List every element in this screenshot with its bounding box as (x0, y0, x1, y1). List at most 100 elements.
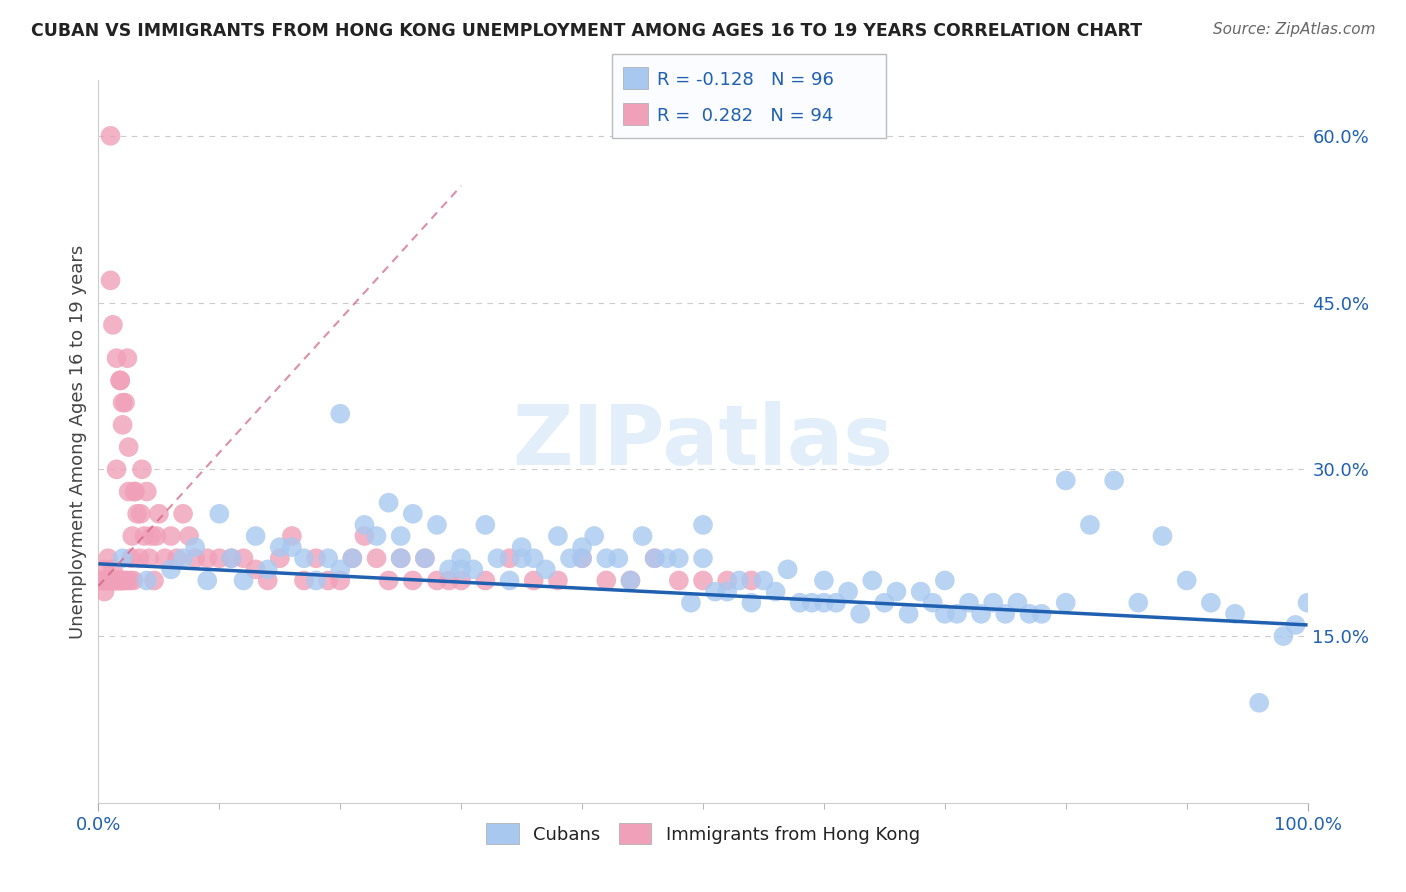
Point (498, 551, 520, 566)
Point (160, 529, 183, 543)
Point (860, 574, 883, 588)
Point (1007, 596, 1029, 610)
Point (366, 551, 388, 566)
Point (110, 574, 132, 588)
Point (105, 574, 128, 588)
Point (813, 574, 835, 588)
Legend: Cubans, Immigrants from Hong Kong: Cubans, Immigrants from Hong Kong (479, 816, 927, 852)
Point (1102, 474, 1125, 488)
Point (104, 574, 127, 588)
Point (910, 584, 932, 599)
Point (256, 574, 278, 588)
Point (329, 562, 352, 576)
Point (138, 551, 160, 566)
Point (153, 551, 176, 566)
Point (135, 484, 157, 499)
Point (122, 574, 145, 588)
Point (994, 607, 1017, 621)
Point (111, 551, 134, 566)
Point (232, 551, 254, 566)
Point (281, 540, 304, 554)
Point (450, 574, 472, 588)
Point (97, 574, 120, 588)
Point (776, 562, 799, 576)
Point (498, 574, 520, 588)
Point (595, 551, 617, 566)
Point (1152, 529, 1174, 543)
Point (668, 551, 690, 566)
Point (644, 551, 666, 566)
Point (135, 574, 157, 588)
Point (523, 551, 546, 566)
Point (510, 551, 533, 566)
Point (1199, 596, 1222, 610)
Point (607, 551, 630, 566)
Point (957, 596, 980, 610)
Point (93, 562, 115, 576)
Point (305, 574, 328, 588)
Point (145, 529, 167, 543)
Point (873, 596, 896, 610)
Point (740, 574, 762, 588)
Text: R = -0.128   N = 96: R = -0.128 N = 96 (657, 71, 834, 89)
Point (934, 607, 956, 621)
Point (111, 395, 134, 409)
Point (765, 584, 787, 599)
Text: CUBAN VS IMMIGRANTS FROM HONG KONG UNEMPLOYMENT AMONG AGES 16 TO 19 YEARS CORREL: CUBAN VS IMMIGRANTS FROM HONG KONG UNEMP… (31, 22, 1142, 40)
Point (595, 574, 617, 588)
Point (121, 529, 143, 543)
Point (141, 529, 163, 543)
Point (921, 596, 943, 610)
Point (342, 551, 364, 566)
Point (571, 551, 593, 566)
Point (366, 529, 388, 543)
Point (353, 529, 375, 543)
Point (437, 562, 460, 576)
Point (1054, 596, 1077, 610)
Point (534, 562, 557, 576)
Point (1284, 618, 1306, 632)
Point (825, 596, 848, 610)
Point (166, 551, 188, 566)
Point (377, 574, 399, 588)
Point (571, 551, 593, 566)
Point (402, 574, 425, 588)
Point (474, 574, 496, 588)
Point (127, 507, 149, 521)
Point (837, 584, 859, 599)
Point (813, 596, 835, 610)
Point (692, 517, 714, 532)
Point (134, 529, 156, 543)
Point (108, 574, 131, 588)
Point (195, 551, 218, 566)
Point (437, 574, 460, 588)
Point (692, 551, 714, 566)
Point (292, 551, 315, 566)
Point (103, 574, 125, 588)
Point (118, 484, 141, 499)
Point (124, 484, 146, 499)
Point (413, 551, 436, 566)
Point (934, 574, 956, 588)
Point (450, 551, 472, 566)
Point (353, 517, 375, 532)
Point (131, 462, 153, 476)
Point (256, 562, 278, 576)
Point (111, 417, 134, 432)
Point (474, 517, 496, 532)
Point (94, 574, 117, 588)
Point (583, 529, 606, 543)
Point (100, 574, 122, 588)
Point (292, 574, 315, 588)
Point (619, 574, 641, 588)
Point (269, 540, 291, 554)
Point (1128, 596, 1150, 610)
Point (232, 574, 254, 588)
Point (981, 596, 1004, 610)
Point (1031, 607, 1053, 621)
Point (1078, 517, 1101, 532)
Point (558, 551, 581, 566)
Point (789, 596, 811, 610)
Point (619, 574, 641, 588)
Point (90, 574, 112, 588)
